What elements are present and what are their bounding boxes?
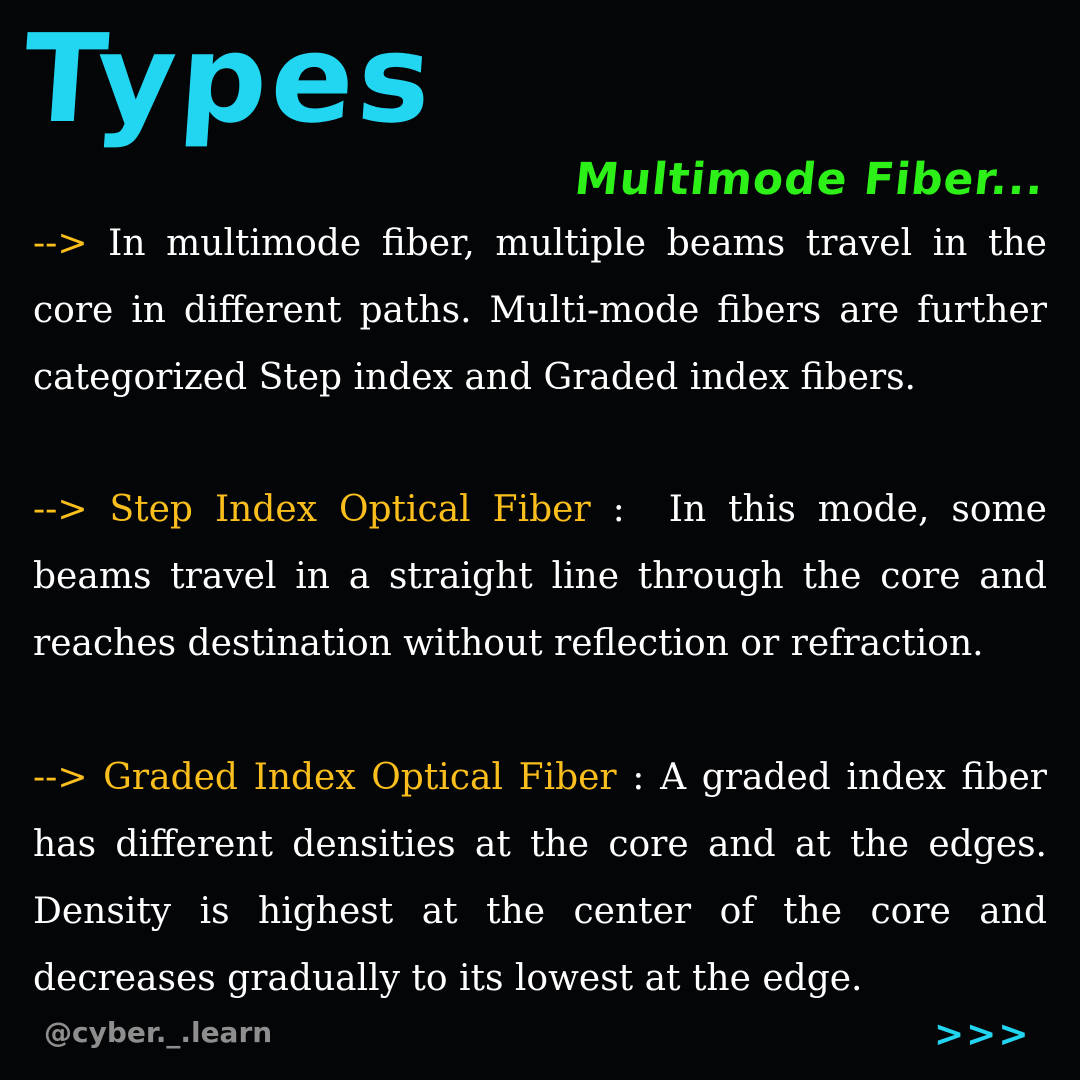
paragraph-text: In this mode, some beams travel in a str… [33,489,1047,664]
term-step-index: Step Index Optical Fiber [109,489,591,530]
paragraph-step-index: --> Step Index Optical Fiber : In this m… [33,476,1047,677]
term-graded-index: Graded Index Optical Fiber [103,757,617,798]
page-title: Types [18,8,440,150]
page-subtitle: Multimode Fiber... [572,154,1047,205]
arrow-marker: --> [33,223,88,264]
arrow-marker: --> [33,757,88,798]
author-handle: @cyber._.learn [44,1016,273,1049]
term-separator: : [616,757,645,798]
paragraph-graded-index: --> Graded Index Optical Fiber : A grade… [33,744,1047,1012]
paragraph-multimode: --> In multimode fiber, multiple beams t… [33,210,1047,411]
term-separator: : [590,489,625,530]
next-arrows-indicator: >>> [934,1014,1031,1055]
paragraph-text: In multimode fiber, multiple beams trave… [33,223,1047,398]
arrow-marker: --> [33,489,88,530]
paragraph-text: A graded index fiber has different densi… [33,757,1047,999]
